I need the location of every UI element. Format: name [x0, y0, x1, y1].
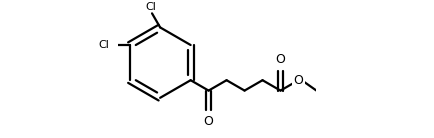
Text: O: O: [293, 74, 303, 87]
Text: Cl: Cl: [98, 40, 109, 50]
Text: Cl: Cl: [146, 2, 157, 12]
Text: O: O: [204, 115, 214, 128]
Text: O: O: [276, 53, 286, 66]
